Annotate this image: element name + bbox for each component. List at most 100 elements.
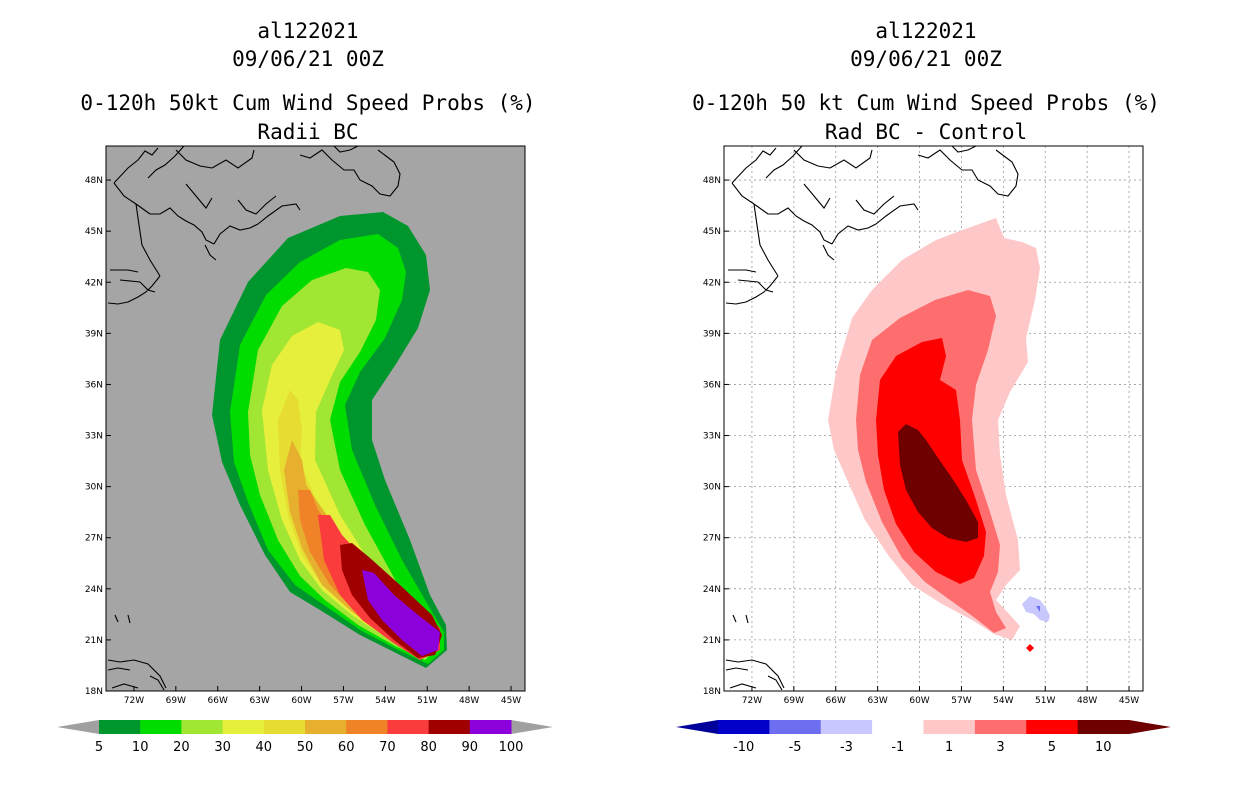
prob-contour-30 — [262, 322, 436, 655]
colorbar-label: 3 — [996, 740, 1004, 755]
lon-tick-label: 72W — [742, 696, 762, 706]
lat-tick-label: 33N — [703, 432, 721, 442]
colorbar-swatch — [469, 720, 512, 734]
colorbar-label: -5 — [789, 740, 802, 755]
colorbar-label: -3 — [840, 740, 853, 755]
lon-tick-label: 66W — [208, 696, 228, 706]
lon-tick-label: 48W — [459, 696, 479, 706]
colorbar-swatch — [387, 720, 430, 734]
lon-tick-label: 63W — [867, 696, 887, 706]
left-subtitle: Radii BC — [257, 120, 359, 144]
lon-tick-label: 57W — [333, 696, 353, 706]
right-storm-id: al122021 — [875, 19, 977, 43]
lon-tick-label: 69W — [166, 696, 186, 706]
left-probability-swath — [107, 146, 447, 691]
lat-tick-label: 27N — [703, 534, 721, 544]
left-map-frame — [105, 145, 526, 692]
colorbar-high-arrow — [511, 720, 553, 734]
lat-tick-label: 48N — [85, 176, 103, 186]
colorbar-swatch — [769, 720, 822, 734]
colorbar-low-arrow — [676, 720, 718, 734]
colorbar-swatch — [872, 720, 924, 734]
lon-tick-label: 54W — [375, 696, 395, 706]
lon-tick-label: 51W — [417, 696, 437, 706]
lon-tick-label: 63W — [249, 696, 269, 706]
colorbar-label: 100 — [499, 740, 524, 755]
colorbar-swatch — [263, 720, 306, 734]
diff-contour-neg1 — [1022, 596, 1050, 622]
colorbar-label: 10 — [1095, 740, 1112, 755]
lat-tick-label: 36N — [85, 380, 103, 390]
lat-tick-label: 24N — [703, 585, 721, 595]
right-colorbar: -10 -5 -3 -1 1 3 5 10 — [676, 720, 1171, 755]
right-title: 0-120h 50 kt Cum Wind Speed Probs (%) — [692, 91, 1160, 115]
lat-tick-label: 33N — [85, 432, 103, 442]
lat-tick-label: 39N — [703, 329, 721, 339]
lon-tick-label: 60W — [909, 696, 929, 706]
left-date: 09/06/21 00Z — [232, 47, 384, 71]
lon-tick-label: 57W — [951, 696, 971, 706]
lat-tick-label: 39N — [85, 329, 103, 339]
colorbar-high-arrow — [1129, 720, 1171, 734]
right-axes: 72W 69W 66W 63W 60W 57W 54W 51W 48W 45W 18N 21N 24N 2… — [703, 176, 1139, 706]
colorbar-label: 70 — [379, 740, 396, 755]
right-difference-field — [725, 146, 1050, 691]
colorbar-swatch — [346, 720, 388, 734]
lat-tick-label: 42N — [703, 278, 721, 288]
colorbar-swatch — [923, 720, 976, 734]
colorbar-swatch — [99, 720, 141, 734]
diff-contour-10 — [898, 424, 978, 542]
prob-contour-90 — [362, 570, 440, 656]
colorbar-swatch — [222, 720, 265, 734]
left-map: 72W 69W 66W 63W 60W 57W 54W 51W 48W 45W 18N 21N 24N 2… — [85, 145, 526, 706]
lat-tick-label: 27N — [85, 534, 103, 544]
colorbar-label: -10 — [733, 740, 754, 755]
left-colorbar: 5 10 20 30 40 50 60 70 80 90 100 — [57, 720, 553, 755]
lat-tick-label: 45N — [703, 227, 721, 237]
lat-tick-label: 36N — [703, 380, 721, 390]
right-subtitle: Rad BC - Control — [824, 120, 1028, 144]
lon-tick-label: 45W — [501, 696, 521, 706]
colorbar-label: 60 — [338, 740, 355, 755]
diff-contour-neg3 — [1036, 606, 1040, 612]
lon-tick-label: 48W — [1077, 696, 1097, 706]
right-date: 09/06/21 00Z — [850, 47, 1002, 71]
colorbar-label: 50 — [297, 740, 314, 755]
left-title: 0-120h 50kt Cum Wind Speed Probs (%) — [80, 91, 536, 115]
lon-tick-label: 51W — [1035, 696, 1055, 706]
colorbar-label: 80 — [420, 740, 437, 755]
colorbar-label: 90 — [462, 740, 479, 755]
colorbar-label: 5 — [1048, 740, 1056, 755]
left-axes: 72W 69W 66W 63W 60W 57W 54W 51W 48W 45W 18N 21N 24N 2… — [85, 176, 521, 706]
lat-tick-label: 18N — [85, 687, 103, 697]
lon-tick-label: 69W — [784, 696, 804, 706]
lat-tick-label: 48N — [703, 176, 721, 186]
lat-tick-label: 18N — [703, 687, 721, 697]
right-map: 72W 69W 66W 63W 60W 57W 54W 51W 48W 45W 18N 21N 24N 2… — [703, 145, 1144, 706]
colorbar-swatch — [181, 720, 224, 734]
lon-tick-label: 66W — [826, 696, 846, 706]
lon-tick-label: 45W — [1119, 696, 1139, 706]
colorbar-label: 40 — [256, 740, 273, 755]
diff-spot — [1026, 644, 1034, 652]
colorbar-swatch — [718, 720, 770, 734]
lat-tick-label: 42N — [85, 278, 103, 288]
colorbar-swatch — [820, 720, 873, 734]
colorbar-swatch — [140, 720, 182, 734]
colorbar-label: 30 — [214, 740, 231, 755]
colorbar-label: 5 — [95, 740, 103, 755]
lat-tick-label: 30N — [85, 483, 103, 493]
colorbar-label: 20 — [173, 740, 190, 755]
lat-tick-label: 45N — [85, 227, 103, 237]
right-map-frame — [723, 145, 1144, 692]
colorbar-label: -1 — [891, 740, 904, 755]
left-storm-id: al122021 — [257, 19, 359, 43]
lat-tick-label: 24N — [85, 585, 103, 595]
colorbar-swatch — [428, 720, 471, 734]
lon-tick-label: 60W — [291, 696, 311, 706]
lat-tick-label: 30N — [703, 483, 721, 493]
lon-tick-label: 54W — [993, 696, 1013, 706]
lat-tick-label: 21N — [85, 636, 103, 646]
colorbar-swatch — [1026, 720, 1079, 734]
colorbar-swatch — [1077, 720, 1130, 734]
